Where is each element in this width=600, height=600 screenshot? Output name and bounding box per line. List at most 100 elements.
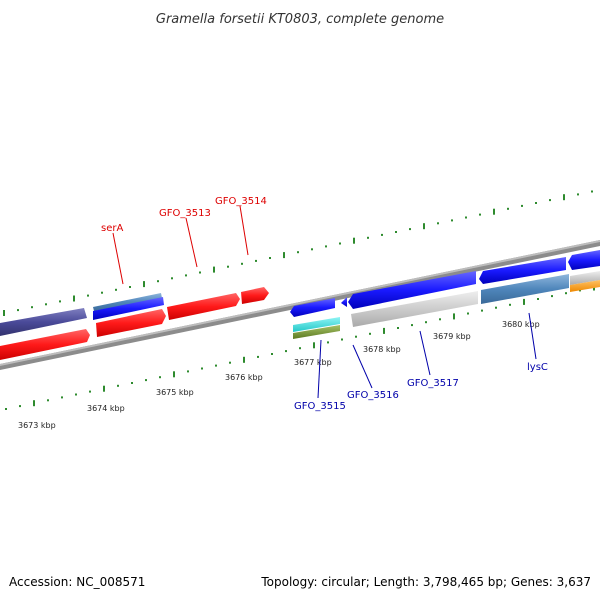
upper-track-minor-tick	[129, 286, 131, 288]
upper-track-major-tick	[283, 252, 285, 259]
gene-label-GFO-3514[interactable]: GFO_3514	[215, 196, 267, 207]
gene-bar-gray-right[interactable]	[570, 271, 600, 285]
lower-track-minor-tick	[355, 335, 357, 338]
gene-label-GFO-3513[interactable]: GFO_3513	[159, 208, 211, 219]
upper-track-major-tick	[423, 223, 425, 230]
leader-line-serA	[112, 232, 124, 285]
tick-label-3673: 3673 kbp	[18, 421, 56, 430]
lower-track-minor-tick	[5, 408, 7, 410]
gene-arrow-blue-GFO-3515[interactable]	[290, 298, 335, 317]
reverse-gene-labels: GFO_3515 GFO_3516 GFO_3517 lysC	[294, 312, 548, 412]
gene-arrow-red-GFO-3514b[interactable]	[241, 287, 269, 304]
upper-track-minor-tick	[17, 309, 19, 312]
reverse-features	[290, 250, 600, 339]
upper-track-minor-tick	[381, 233, 383, 236]
upper-track-major-tick	[493, 208, 495, 215]
lower-track-major-tick	[383, 327, 385, 334]
lower-track-minor-tick	[397, 327, 399, 329]
lower-track-minor-tick	[145, 379, 147, 382]
lower-track-minor-tick	[481, 309, 483, 312]
lower-track-minor-tick	[159, 376, 161, 379]
gene-arrow-steel-serA[interactable]	[93, 293, 162, 311]
lower-track-major-tick	[173, 371, 175, 378]
upper-track-minor-tick	[269, 257, 271, 259]
lower-track-minor-tick	[187, 370, 189, 373]
upper-track-major-tick	[213, 266, 215, 273]
gene-bar-cyan[interactable]	[293, 317, 340, 332]
forward-tick-track	[3, 190, 593, 316]
tick-labels: 3673 kbp 3674 kbp 3675 kbp 3676 kbp 3677…	[18, 320, 540, 430]
leader-line-lysC	[528, 312, 537, 360]
upper-track-minor-tick	[339, 242, 341, 245]
gene-bar-olive[interactable]	[293, 325, 340, 339]
upper-track-minor-tick	[465, 216, 467, 219]
accession-text: Accession: NC_008571	[9, 575, 145, 589]
lower-track-minor-tick	[425, 321, 427, 324]
lower-track-minor-tick	[565, 292, 567, 295]
lower-track-minor-tick	[537, 298, 539, 300]
upper-track-minor-tick	[395, 231, 397, 233]
lower-track-minor-tick	[19, 405, 21, 408]
gene-label-serA[interactable]: serA	[101, 223, 123, 234]
lower-track-minor-tick	[47, 399, 49, 402]
gene-bar-steel-lysC[interactable]	[481, 274, 569, 304]
gene-arrow-blue-GFO-3517[interactable]	[479, 257, 566, 284]
upper-track-minor-tick	[45, 303, 47, 306]
gene-bar-gray-GFO-3517[interactable]	[351, 291, 478, 327]
genome-summary-text: Topology: circular; Length: 3,798,465 bp…	[260, 575, 591, 589]
gene-arrow-navy[interactable]	[0, 308, 87, 336]
lower-track-minor-tick	[215, 364, 217, 367]
lower-track-minor-tick	[257, 355, 259, 358]
upper-track-minor-tick	[157, 280, 159, 283]
forward-features	[0, 287, 269, 360]
lower-track-minor-tick	[61, 396, 63, 399]
upper-track-major-tick	[73, 295, 75, 302]
upper-track-major-tick	[3, 310, 5, 316]
upper-track-minor-tick	[451, 219, 453, 222]
gene-arrow-red-GFO-3513[interactable]	[96, 309, 166, 337]
lower-track-minor-tick	[327, 341, 329, 344]
lower-track-minor-tick	[229, 361, 231, 364]
lower-track-minor-tick	[89, 390, 91, 393]
upper-track-minor-tick	[185, 274, 187, 277]
lower-track-major-tick	[453, 313, 455, 320]
tick-label-3675: 3675 kbp	[156, 388, 194, 397]
gene-label-lysC[interactable]: lysC	[527, 362, 548, 373]
lower-track-minor-tick	[551, 295, 553, 298]
upper-track-minor-tick	[549, 199, 551, 202]
gene-label-GFO-3516[interactable]: GFO_3516	[347, 390, 399, 401]
gene-arrow-red-GFO-3514a[interactable]	[167, 293, 240, 320]
gene-label-GFO-3515[interactable]: GFO_3515	[294, 401, 346, 412]
gene-arrow-blue-lysC[interactable]	[568, 250, 600, 270]
gene-arrow-blue-GFO-3516[interactable]	[348, 271, 476, 309]
gene-arrow-blue-small[interactable]	[341, 297, 347, 307]
tick-label-3677: 3677 kbp	[294, 358, 332, 367]
lower-track-minor-tick	[285, 350, 287, 353]
upper-track-major-tick	[143, 281, 145, 288]
lower-track-major-tick	[243, 356, 245, 363]
upper-track-minor-tick	[367, 236, 369, 239]
leader-line-GFO-3517	[419, 330, 431, 376]
lower-track-minor-tick	[131, 382, 133, 384]
lower-track-minor-tick	[509, 303, 511, 306]
upper-track-minor-tick	[199, 271, 201, 274]
lower-track-minor-tick	[439, 318, 441, 321]
upper-track-minor-tick	[87, 294, 89, 297]
upper-track-minor-tick	[227, 265, 229, 268]
gene-arrow-blue-serA[interactable]	[93, 297, 164, 320]
upper-track-minor-tick	[297, 251, 299, 254]
lower-track-minor-tick	[369, 332, 371, 335]
upper-track-minor-tick	[31, 306, 33, 309]
upper-track-minor-tick	[101, 291, 103, 294]
tick-label-3674: 3674 kbp	[87, 404, 125, 413]
lower-track-minor-tick	[299, 347, 301, 350]
gene-bar-orange-right[interactable]	[570, 280, 600, 292]
upper-track-minor-tick	[591, 190, 593, 193]
gene-label-GFO-3517[interactable]: GFO_3517	[407, 378, 459, 389]
gene-arrow-red-serA-track[interactable]	[0, 329, 90, 360]
lower-track-major-tick	[103, 385, 105, 392]
map-title: Gramella forsetii KT0803, complete genom…	[156, 12, 444, 27]
upper-track-minor-tick	[437, 222, 439, 225]
upper-track-minor-tick	[59, 300, 61, 303]
lower-track-minor-tick	[117, 384, 119, 387]
